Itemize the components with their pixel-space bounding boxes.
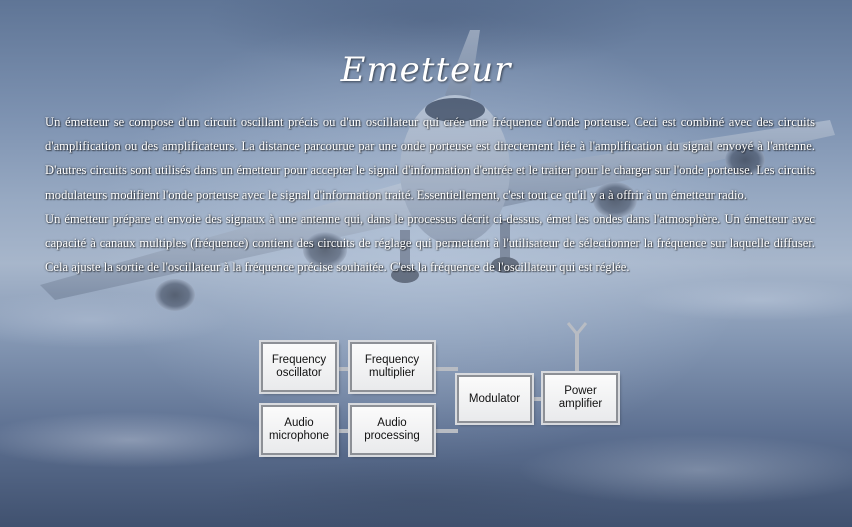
audio-processing-block: Audio processing (350, 405, 434, 455)
power-amplifier-block: Power amplifier (543, 373, 618, 423)
wire-mod-amp (530, 397, 544, 401)
modulator-block: Modulator (457, 375, 532, 423)
audio-microphone-block: Audio microphone (261, 405, 337, 455)
page-title: Emetteur (340, 50, 512, 90)
body-text: Un émetteur se compose d'un circuit osci… (45, 110, 815, 279)
paragraph-2: Un émetteur prépare et envoie des signau… (45, 211, 815, 275)
wire-osc-mult (337, 367, 351, 371)
paragraph-1: Un émetteur se compose d'un circuit osci… (45, 115, 815, 202)
wire-mic-proc (337, 429, 351, 433)
frequency-multiplier-block: Frequency multiplier (350, 342, 434, 392)
wire-mult-mod (434, 367, 458, 371)
antenna-mast (575, 332, 579, 374)
antenna-icon (567, 322, 587, 337)
frequency-oscillator-block: Frequency oscillator (261, 342, 337, 392)
wire-proc-mod (434, 429, 458, 433)
